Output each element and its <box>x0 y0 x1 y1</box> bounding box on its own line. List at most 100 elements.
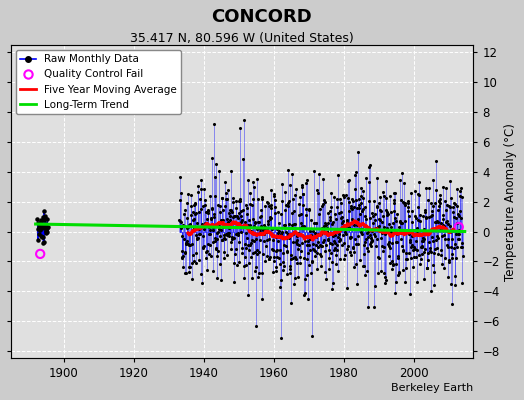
Point <box>39 240 47 246</box>
Point <box>254 274 263 280</box>
Point <box>326 208 335 214</box>
Point <box>342 222 350 229</box>
Point <box>430 250 439 256</box>
Point <box>266 216 274 222</box>
Point <box>40 208 48 214</box>
Point <box>211 238 220 244</box>
Point <box>273 254 281 260</box>
Point <box>226 213 235 220</box>
Point <box>259 238 268 244</box>
Point <box>265 202 273 209</box>
Point <box>280 263 288 270</box>
Point <box>200 226 208 232</box>
Point <box>432 245 441 252</box>
Point <box>441 236 450 242</box>
Point <box>321 199 330 205</box>
Point <box>324 220 332 226</box>
Point <box>238 217 246 224</box>
Point <box>336 208 345 215</box>
Point <box>179 223 188 229</box>
Point <box>439 222 447 228</box>
Point <box>380 270 389 276</box>
Point <box>378 248 387 254</box>
Point <box>263 252 271 259</box>
Point <box>220 232 228 238</box>
Point <box>311 253 319 259</box>
Point <box>188 260 196 266</box>
Point <box>274 209 282 215</box>
Point <box>352 261 361 268</box>
Point <box>421 246 429 252</box>
Point <box>387 228 396 235</box>
Point <box>403 228 411 235</box>
Point <box>381 194 390 201</box>
Point <box>276 246 284 253</box>
Point <box>348 196 356 202</box>
Point <box>200 186 209 192</box>
Point <box>211 173 219 180</box>
Point <box>197 206 205 212</box>
Point <box>244 222 252 228</box>
Point <box>318 243 326 250</box>
Point <box>230 213 238 220</box>
Point <box>360 251 368 258</box>
Point <box>337 215 345 222</box>
Point <box>286 270 294 276</box>
Point <box>440 198 449 205</box>
Point <box>296 254 304 260</box>
Point <box>193 220 201 226</box>
Point <box>446 178 454 184</box>
Point <box>278 235 287 241</box>
Point <box>198 221 206 228</box>
Point <box>291 221 300 227</box>
Point <box>327 250 335 256</box>
Point <box>306 228 314 234</box>
Point <box>411 227 419 234</box>
Point <box>367 242 375 249</box>
Point <box>246 190 254 196</box>
Point <box>359 195 368 202</box>
Point <box>212 245 221 251</box>
Point <box>297 248 305 254</box>
Point <box>288 210 296 217</box>
Point <box>206 231 214 237</box>
Point <box>184 269 193 275</box>
Point <box>239 262 248 269</box>
Point <box>176 174 184 180</box>
Point <box>246 201 254 207</box>
Point <box>220 235 228 242</box>
Point <box>267 215 276 221</box>
Point <box>201 220 210 227</box>
Point <box>255 229 264 235</box>
Point <box>212 246 220 252</box>
Point <box>437 247 445 254</box>
Point <box>294 246 302 252</box>
Point <box>204 210 212 217</box>
Point <box>270 197 279 203</box>
Point <box>445 258 453 265</box>
Point <box>350 222 358 229</box>
Point <box>429 238 438 244</box>
Point <box>361 238 369 245</box>
Point <box>386 260 394 267</box>
Point <box>279 259 288 266</box>
Point <box>214 202 222 208</box>
Point <box>180 210 189 217</box>
Point <box>213 275 221 281</box>
Point <box>243 204 251 211</box>
Point <box>252 236 260 242</box>
Point <box>179 222 187 228</box>
Point <box>207 253 215 259</box>
Point <box>319 239 328 245</box>
Point <box>230 235 238 242</box>
Point <box>392 218 401 224</box>
Point <box>357 184 366 191</box>
Point <box>217 237 226 243</box>
Point <box>381 273 389 280</box>
Point <box>232 246 240 252</box>
Point <box>282 229 290 235</box>
Point <box>374 254 383 260</box>
Point <box>232 231 241 237</box>
Point <box>186 242 194 248</box>
Point <box>332 247 341 253</box>
